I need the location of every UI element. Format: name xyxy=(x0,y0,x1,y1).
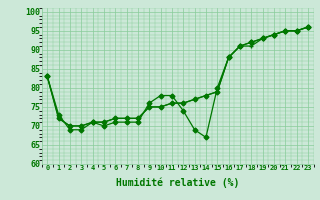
X-axis label: Humidité relative (%): Humidité relative (%) xyxy=(116,177,239,188)
